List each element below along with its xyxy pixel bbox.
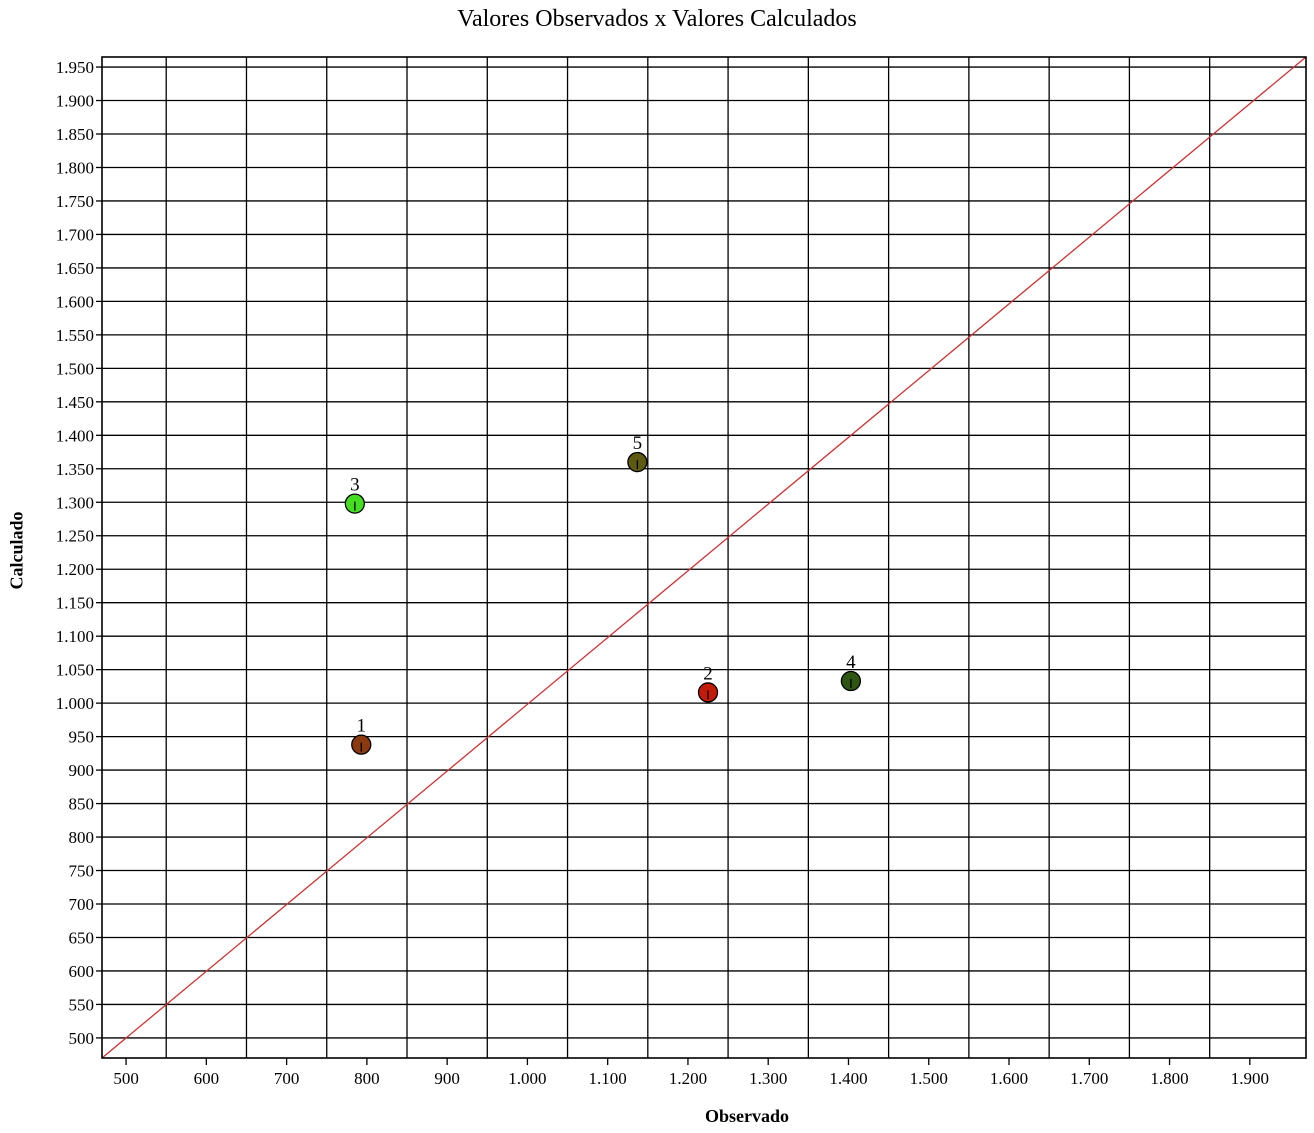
x-tick-label: 900 xyxy=(434,1069,460,1088)
data-point: 1 xyxy=(351,716,372,755)
y-tick-label: 1.750 xyxy=(56,192,94,211)
data-point-label: 5 xyxy=(633,433,643,454)
y-tick-label: 1.050 xyxy=(56,661,94,680)
x-tick-label: 1.400 xyxy=(829,1069,867,1088)
y-tick-label: 1.100 xyxy=(56,627,94,646)
data-point: 4 xyxy=(840,652,862,692)
y-tick-label: 1.950 xyxy=(56,58,94,77)
y-tick-label: 750 xyxy=(69,862,95,881)
x-axis-title: Observado xyxy=(704,1106,789,1126)
data-point-label: 3 xyxy=(350,475,360,496)
y-tick-label: 500 xyxy=(69,1029,95,1048)
grid xyxy=(102,57,1306,1058)
y-tick-label: 1.650 xyxy=(56,259,94,278)
chart-title: Valores Observados x Valores Calculados xyxy=(457,6,857,32)
x-tick-label: 1.100 xyxy=(589,1069,627,1088)
y-tick-label: 1.850 xyxy=(56,125,94,144)
y-axis-title: Calculado xyxy=(6,511,27,590)
y-tick-label: 1.000 xyxy=(56,694,94,713)
x-tick-label: 700 xyxy=(274,1069,300,1088)
data-point-label: 4 xyxy=(846,652,856,673)
x-tick-label: 1.600 xyxy=(990,1069,1028,1088)
y-tick-label: 1.450 xyxy=(56,393,94,412)
reference-line xyxy=(101,56,1307,1059)
y-tick-label: 1.900 xyxy=(56,92,94,111)
x-axis: 500 600 700 800 900 1.000 1.100 1.200 1.300 1.400… xyxy=(113,1058,1269,1088)
x-tick-label: 500 xyxy=(113,1069,139,1088)
x-tick-label: 1.900 xyxy=(1231,1069,1269,1088)
x-tick-label: 1.800 xyxy=(1150,1069,1188,1088)
y-tick-label: 1.150 xyxy=(56,594,94,613)
y-tick-label: 950 xyxy=(69,728,95,747)
x-tick-label: 1.200 xyxy=(669,1069,707,1088)
y-tick-label: 1.600 xyxy=(56,292,94,311)
y-tick-label: 550 xyxy=(69,995,95,1014)
x-tick-label: 1.000 xyxy=(508,1069,546,1088)
y-tick-label: 800 xyxy=(69,828,95,847)
y-tick-label: 1.250 xyxy=(56,527,94,546)
y-tick-label: 1.700 xyxy=(56,225,94,244)
y-axis: 500 550 600 650 700 750 800 850 900 950 1.000 1.050… xyxy=(56,58,102,1048)
x-tick-label: 600 xyxy=(194,1069,220,1088)
y-tick-label: 1.800 xyxy=(56,158,94,177)
data-point-label: 2 xyxy=(703,663,713,684)
data-points: 1 2 3 4 5 xyxy=(344,433,862,755)
x-tick-label: 1.300 xyxy=(749,1069,787,1088)
y-tick-label: 1.300 xyxy=(56,493,94,512)
x-tick-label: 1.500 xyxy=(910,1069,948,1088)
plot-frame xyxy=(101,56,1307,1059)
y-tick-label: 1.550 xyxy=(56,326,94,345)
data-point: 3 xyxy=(344,475,365,514)
x-tick-label: 800 xyxy=(354,1069,380,1088)
data-point-label: 1 xyxy=(357,716,367,737)
y-tick-label: 1.500 xyxy=(56,359,94,378)
y-tick-label: 650 xyxy=(69,928,95,947)
y-tick-label: 900 xyxy=(69,761,95,780)
x-tick-label: 1.700 xyxy=(1070,1069,1108,1088)
y-tick-label: 700 xyxy=(69,895,95,914)
y-tick-label: 1.350 xyxy=(56,460,94,479)
y-tick-label: 1.400 xyxy=(56,426,94,445)
data-point: 2 xyxy=(697,663,719,703)
y-tick-label: 600 xyxy=(69,962,95,981)
y-tick-label: 1.200 xyxy=(56,560,94,579)
y-tick-label: 850 xyxy=(69,795,95,814)
data-point: 5 xyxy=(627,433,648,473)
